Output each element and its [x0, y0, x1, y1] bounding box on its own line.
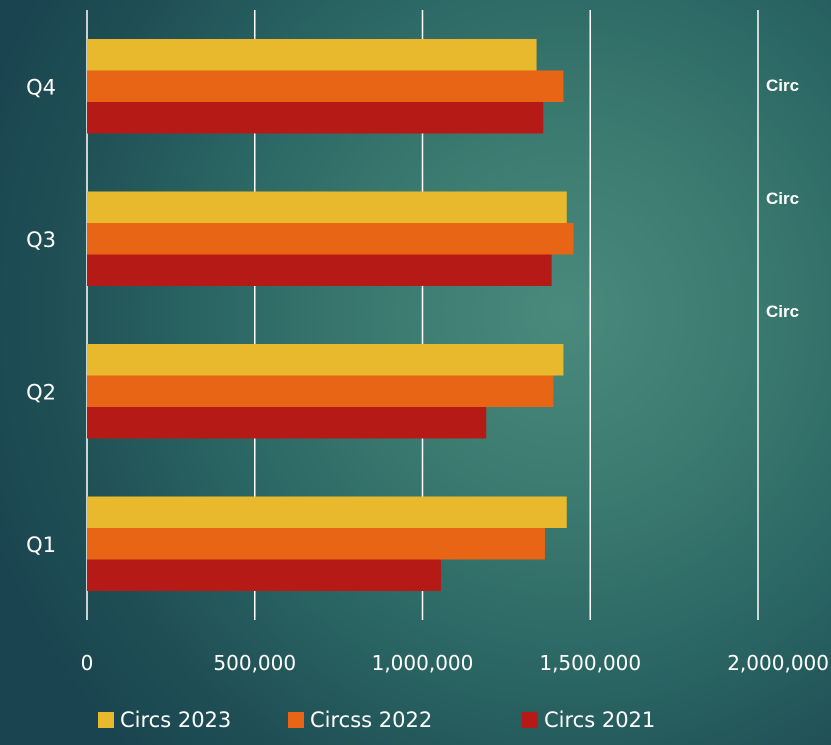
bar-chart: Q1 Q2 Q3 Q4 0 500,000 1,000,000 1,500,000 2,000,… [26, 39, 829, 675]
side-label-3: Circ [766, 302, 800, 321]
category-label-q2: Q2 [26, 380, 56, 404]
legend-swatch-2021 [522, 712, 538, 728]
bar-q1-series-1 [87, 528, 545, 560]
legend-item-2021: Circs 2021 [522, 708, 655, 732]
side-label-1: Circ [766, 76, 800, 95]
bar-q4-series-1 [87, 70, 564, 102]
x-tick-label-2: 1,000,000 [372, 651, 474, 675]
x-tick-label-4: 2,000,000 [727, 651, 829, 675]
side-label-2: Circ [766, 189, 800, 208]
bar-q4-series-2 [87, 102, 544, 134]
bar-q1-series-0 [87, 496, 567, 528]
bar-q3-series-1 [87, 223, 574, 255]
x-tick-label-0: 0 [81, 651, 94, 675]
legend-swatch-2022 [288, 712, 304, 728]
bar-q2-series-0 [87, 344, 564, 376]
category-label-q3: Q3 [26, 228, 56, 252]
legend-item-2022: Circss 2022 [288, 708, 432, 732]
bar-q3-series-2 [87, 254, 552, 286]
legend-swatch-2023 [98, 712, 114, 728]
category-label-q4: Q4 [26, 75, 56, 99]
bar-q3-series-0 [87, 191, 567, 223]
bar-q1-series-2 [87, 559, 441, 591]
bar-q4-series-0 [87, 39, 537, 71]
legend-label-2023: Circs 2023 [120, 708, 232, 732]
legend-item-2023: Circs 2023 [98, 708, 231, 732]
legend-label-2022: Circss 2022 [310, 708, 433, 732]
x-tick-label-1: 500,000 [213, 651, 296, 675]
bar-q2-series-1 [87, 375, 554, 407]
chart-legend: Circs 2023 Circss 2022 Circs 2021 [0, 708, 831, 738]
legend-label-2021: Circs 2021 [544, 708, 656, 732]
category-label-q1: Q1 [26, 533, 56, 557]
bar-q2-series-2 [87, 407, 487, 439]
x-tick-label-3: 1,500,000 [539, 651, 641, 675]
